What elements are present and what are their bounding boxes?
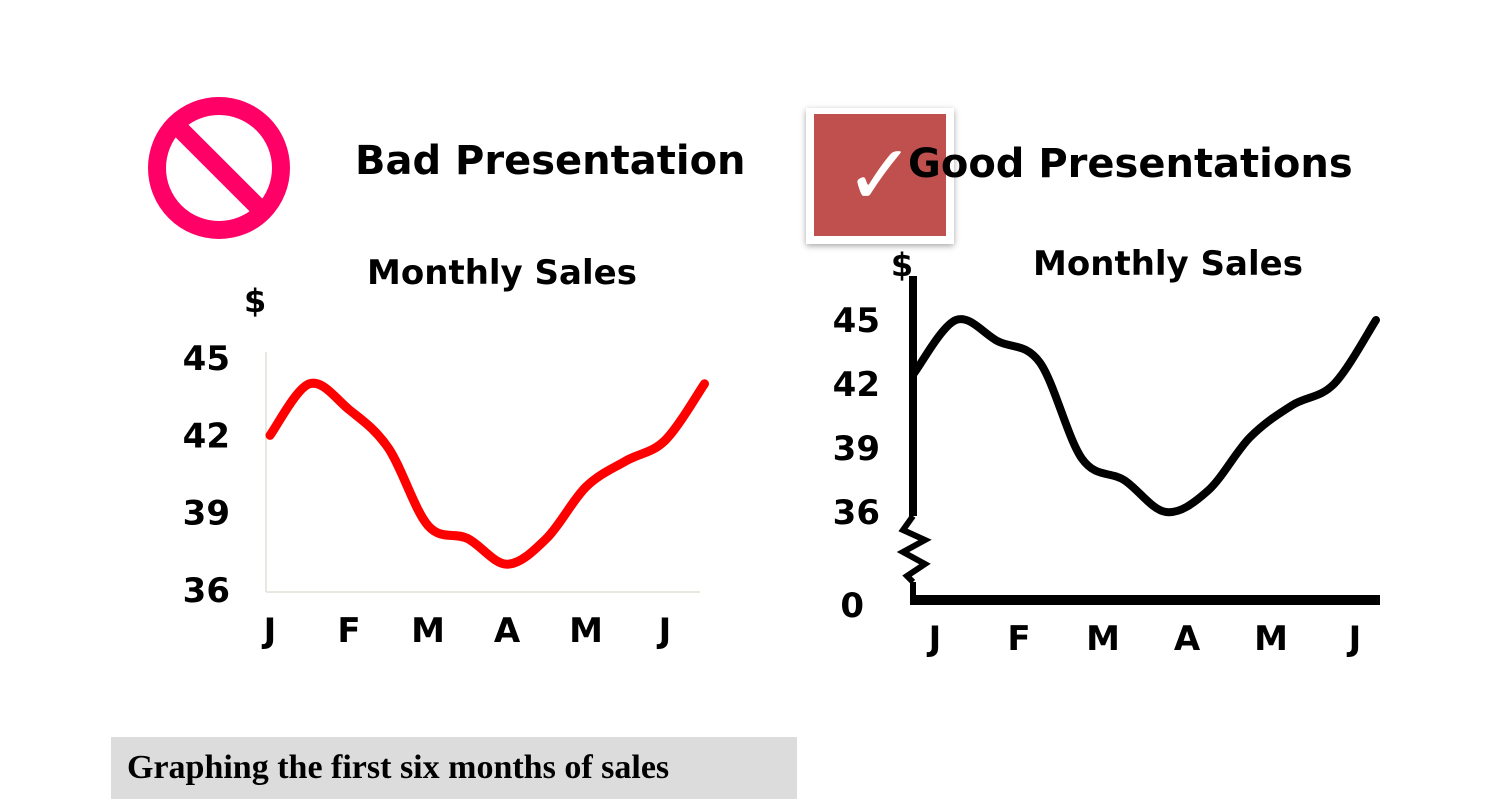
- y-axis-label: $: [891, 246, 913, 284]
- sales-series-line: [910, 315, 1380, 517]
- y-tick-label: 42: [833, 365, 880, 405]
- x-tick-label: F: [1007, 619, 1030, 659]
- y-tick-label: 36: [183, 571, 230, 611]
- x-tick-label: J: [262, 611, 277, 651]
- x-tick-label: M: [1254, 619, 1288, 659]
- x-tick-label: A: [1174, 619, 1201, 659]
- y-tick-label: 36: [833, 493, 880, 533]
- x-tick-label: A: [494, 611, 521, 651]
- prohibited-icon: [148, 97, 290, 239]
- good-presentations-title: Good Presentations: [908, 141, 1353, 187]
- x-tick-label: J: [657, 611, 672, 651]
- x-tick-label: J: [927, 619, 942, 659]
- y-axis-label: $: [244, 282, 266, 320]
- sales-series-line: [265, 378, 709, 569]
- caption-box: Graphing the first six months of sales: [111, 737, 797, 799]
- y-tick-label: 39: [833, 429, 880, 469]
- y-tick-label: 39: [183, 494, 230, 534]
- checkmark-icon: ✓: [814, 114, 946, 236]
- y-tick-label: 42: [183, 416, 230, 456]
- x-tick-label: F: [337, 611, 360, 651]
- bad-presentation-title: Bad Presentation: [355, 138, 746, 184]
- checkmark-icon-box: ✓: [806, 108, 954, 244]
- y-tick-label: 45: [833, 301, 880, 341]
- x-tick-label: M: [1086, 619, 1120, 659]
- x-tick-label: J: [1347, 619, 1362, 659]
- y-tick-label: 45: [183, 339, 230, 379]
- chart-title: Monthly Sales: [367, 253, 637, 293]
- y-tick-label-zero: 0: [840, 586, 864, 626]
- x-tick-label: M: [569, 611, 603, 651]
- x-tick-label: M: [411, 611, 445, 651]
- axis-break-mark: [896, 514, 932, 585]
- chart-title: Monthly Sales: [1033, 244, 1303, 284]
